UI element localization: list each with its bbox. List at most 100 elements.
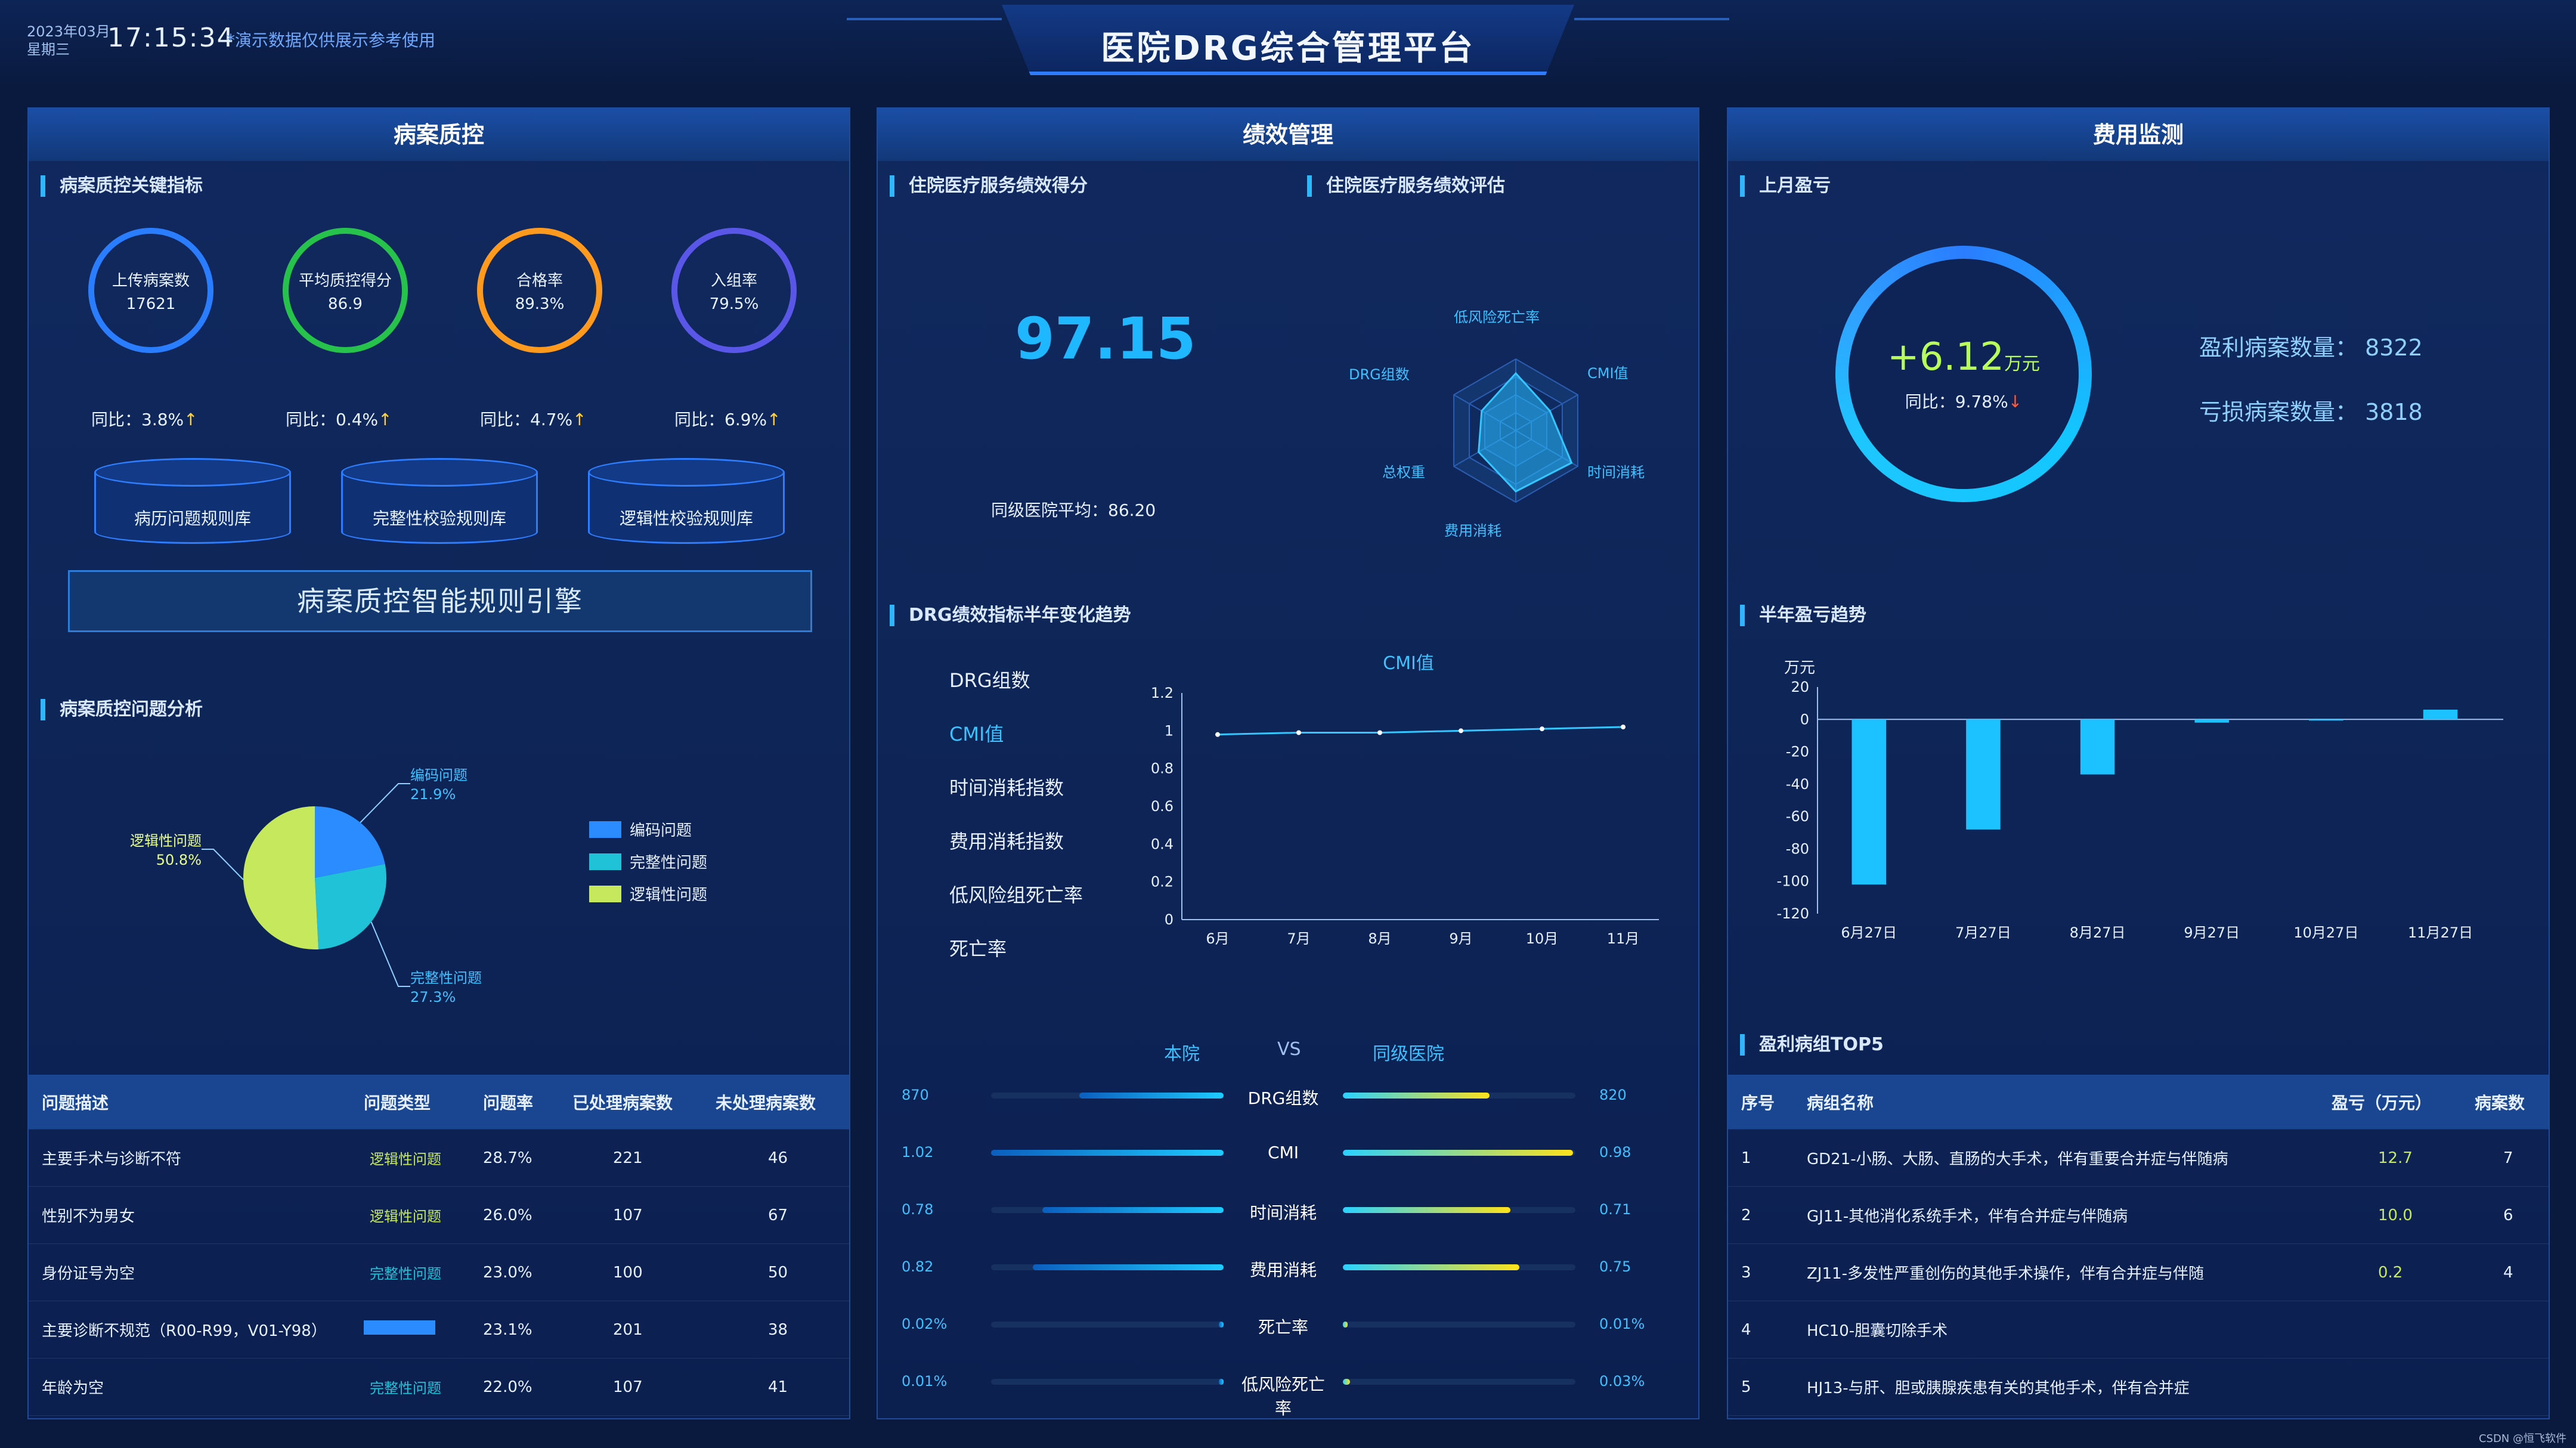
cell-rate: 26.0% xyxy=(483,1206,532,1224)
compare-left-value: 0.78 xyxy=(902,1201,934,1218)
section-trend-title: DRG绩效指标半年变化趋势 xyxy=(890,605,1131,626)
cell-val: 0.2 xyxy=(2378,1263,2403,1282)
compare-row[interactable]: 0.82 费用消耗 0.75 xyxy=(902,1249,1677,1285)
metric-cost-index[interactable]: 费用消耗指数 xyxy=(949,830,1064,853)
kpi-yoy-text: 同比：6.9% xyxy=(674,410,767,429)
y-tick-label: 0 xyxy=(1800,711,1809,728)
data-point[interactable] xyxy=(1459,728,1463,734)
rule-library-medical-record[interactable]: 病历问题规则库 xyxy=(94,458,291,547)
table-row[interactable]: 性别不为男女 逻辑性问题 26.0% 107 67 xyxy=(29,1187,849,1244)
compare-row[interactable]: 0.78 时间消耗 0.71 xyxy=(902,1192,1677,1227)
table-row[interactable]: 4 HC10-胆囊切除手术 xyxy=(1728,1301,2549,1359)
compare-row[interactable]: 870 DRG组数 820 xyxy=(902,1077,1677,1113)
x-tick-label: 9月27日 xyxy=(2184,924,2240,941)
data-point[interactable] xyxy=(1377,730,1382,735)
metric-drg-count[interactable]: DRG组数 xyxy=(949,669,1030,692)
table-row[interactable]: 主要手术与诊断不符 逻辑性问题 28.7% 221 46 xyxy=(29,1130,849,1187)
section-profit-title: 上月盈亏 xyxy=(1740,175,1831,197)
kpi-yoy: 同比：3.8%↑ xyxy=(91,407,198,431)
cell-no: 5 xyxy=(1741,1378,1751,1396)
compare-right-value: 0.71 xyxy=(1599,1201,1631,1218)
kpi-yoy-text: 同比：0.4% xyxy=(286,410,379,429)
header-desc: 问题描述 xyxy=(42,1093,109,1113)
bar[interactable] xyxy=(2080,719,2115,775)
data-point[interactable] xyxy=(1215,732,1220,737)
pie-slice[interactable] xyxy=(315,806,385,878)
table-row[interactable]: 主要诊断不规范（R00-R99，V01-Y98） 23.1% 201 38 xyxy=(29,1301,849,1359)
cmi-line-chart: CMI值 0 0.2 0.4 0.6 0.8 1 1.2 6月 7月 8月 9月 10月 11月 xyxy=(1151,653,1659,947)
metric-time-index[interactable]: 时间消耗指数 xyxy=(949,776,1064,799)
radar-label-time: 时间消耗 xyxy=(1587,464,1645,481)
data-point[interactable] xyxy=(1296,730,1301,735)
kpi-ring[interactable]: 平均质控得分 86.9 xyxy=(283,228,408,353)
cell-type xyxy=(351,1320,470,1339)
bar[interactable] xyxy=(1966,719,2001,830)
bar[interactable] xyxy=(2194,719,2230,723)
kpi-yoy: 同比：4.7%↑ xyxy=(480,407,587,431)
x-tick-label: 6月27日 xyxy=(1841,924,1897,941)
compare-left-value: 0.02% xyxy=(902,1316,948,1332)
bar[interactable] xyxy=(2309,719,2343,721)
bar[interactable] xyxy=(2423,710,2458,720)
table-row[interactable]: 身份证号为空 完整性问题 23.0% 100 50 xyxy=(29,1244,849,1301)
date-display: 2023年03月 星期三 xyxy=(27,23,110,58)
metric-death-rate[interactable]: 死亡率 xyxy=(949,938,1007,960)
cell-desc: 身份证号为空 xyxy=(42,1265,135,1283)
compare-right-track xyxy=(1343,1379,1575,1385)
x-tick-label: 7月27日 xyxy=(1955,924,2011,941)
cell-done: 107 xyxy=(613,1378,643,1396)
metric-cmi[interactable]: CMI值 xyxy=(949,723,1004,745)
rule-library-logic[interactable]: 逻辑性校验规则库 xyxy=(588,458,785,547)
pie-callout-value: 50.8% xyxy=(156,852,202,868)
kpi-label: 入组率 xyxy=(710,271,757,290)
rule-engine-banner[interactable]: 病案质控智能规则引擎 xyxy=(68,570,812,632)
data-point[interactable] xyxy=(1621,725,1626,729)
legend-item-completeness[interactable]: 完整性问题 xyxy=(589,850,707,872)
table-row[interactable]: 1 GD21-小肠、大肠、直肠的大手术，伴有重要合并症与伴随病 12.7 7 xyxy=(1728,1130,2549,1187)
radar-series[interactable] xyxy=(1478,372,1573,493)
metric-low-risk-death[interactable]: 低风险组死亡率 xyxy=(949,884,1083,906)
compare-left-track xyxy=(991,1207,1224,1213)
compare-row[interactable]: 0.01% 低风险死亡率 0.03% xyxy=(902,1363,1677,1418)
panel-performance: 绩效管理 住院医疗服务绩效得分 97.15 同级医院平均：86.20 住院医疗服… xyxy=(877,107,1699,1419)
header-cnt: 病案数 xyxy=(2475,1093,2525,1113)
peer-average: 同级医院平均：86.20 xyxy=(991,500,1156,520)
pie-callout-name: 编码问题 xyxy=(410,767,467,784)
y-tick-label: 0.2 xyxy=(1151,874,1174,890)
x-tick-label: 9月 xyxy=(1449,930,1472,947)
compare-right-track xyxy=(1343,1322,1575,1328)
problem-pie-chart: 编码问题 21.9% 完整性问题 27.3% 逻辑性问题 50.8% xyxy=(130,767,482,1005)
cell-rate: 28.7% xyxy=(483,1149,532,1167)
header-done: 已处理病案数 xyxy=(572,1093,673,1113)
cell-val: 10.0 xyxy=(2378,1206,2413,1224)
compare-row[interactable]: 0.02% 死亡率 0.01% xyxy=(902,1306,1677,1342)
table-row[interactable]: 2 GJ11-其他消化系统手术，伴有合并症与伴随病 10.0 6 xyxy=(1728,1187,2549,1244)
legend-item-coding[interactable]: 编码问题 xyxy=(589,818,692,840)
legend-item-logic[interactable]: 逻辑性问题 xyxy=(589,883,707,905)
performance-score: 97.15 xyxy=(1015,305,1196,372)
y-unit-label: 万元 xyxy=(1784,659,1815,677)
data-point[interactable] xyxy=(1540,726,1544,732)
profit-value: +6.12万元 xyxy=(1887,335,2041,379)
kpi-value: 86.9 xyxy=(328,295,363,313)
kpi-ring[interactable]: 上传病案数 17621 xyxy=(88,228,213,353)
kpi-value: 79.5% xyxy=(709,295,759,313)
compare-row[interactable]: 1.02 CMI 0.98 xyxy=(902,1134,1677,1170)
table-row[interactable]: 年龄为空 完整性问题 22.0% 107 41 xyxy=(29,1359,849,1416)
cell-done: 100 xyxy=(613,1263,643,1282)
x-tick-label: 8月 xyxy=(1368,930,1391,947)
table-row[interactable]: 3 ZJ11-多发性严重创伤的其他手术操作，伴有合并症与伴随 0.2 4 xyxy=(1728,1244,2549,1301)
rule-library-completeness[interactable]: 完整性校验规则库 xyxy=(341,458,538,547)
y-tick-label: -80 xyxy=(1786,840,1809,857)
y-tick-label: 0.8 xyxy=(1151,760,1174,777)
section-score-title: 住院医疗服务绩效得分 xyxy=(890,175,1088,197)
table-row[interactable]: 5 HJ13-与肝、胆或胰腺疾患有关的其他手术，伴有合并症 xyxy=(1728,1359,2549,1416)
cylinder-top xyxy=(94,458,291,487)
pie-slice[interactable] xyxy=(243,806,319,949)
pie-slice[interactable] xyxy=(315,864,386,949)
kpi-ring[interactable]: 入组率 79.5% xyxy=(671,228,797,353)
kpi-ring[interactable]: 合格率 89.3% xyxy=(477,228,602,353)
bar[interactable] xyxy=(1852,719,1887,885)
performance-radar xyxy=(1453,358,1578,503)
table-header: 问题描述 问题类型 问题率 已处理病案数 未处理病案数 xyxy=(29,1075,849,1130)
